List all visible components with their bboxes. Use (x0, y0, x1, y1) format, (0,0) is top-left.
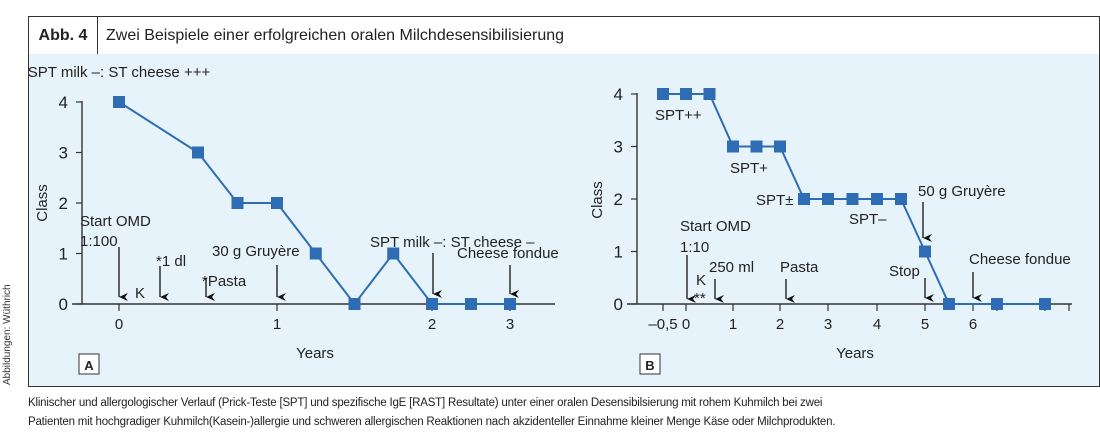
data-point (113, 96, 125, 108)
annotation-label: SPT milk –: ST cheese – (370, 234, 535, 251)
annotation-label: 30 g Gruyère (212, 243, 300, 260)
panel-letter: A (84, 358, 94, 373)
data-point (822, 193, 834, 205)
data-point (895, 193, 907, 205)
y-tick-label: 2 (59, 194, 68, 213)
annotation-label: *1 dl (156, 253, 186, 270)
annotation-label: SPT– (849, 211, 887, 228)
y-tick-label: 4 (614, 85, 623, 104)
panel-letter-box (639, 353, 661, 375)
data-point (657, 88, 669, 100)
data-point (871, 193, 883, 205)
data-point (192, 146, 204, 159)
x-tick-label: 6 (969, 316, 977, 333)
annotation-label: SPT± (756, 192, 793, 209)
data-point (798, 193, 810, 205)
x-tick-label: 1 (273, 316, 281, 333)
y-tick-label: 2 (614, 190, 623, 209)
y-tick-label: 4 (59, 93, 68, 112)
y-tick-label: 1 (59, 245, 68, 264)
y-tick-label: 0 (59, 295, 68, 314)
data-point (504, 298, 516, 310)
annotation-label: *Pasta (202, 273, 247, 290)
series-line (118, 101, 510, 306)
annotation-label: 1:10 (680, 239, 709, 256)
data-point (1039, 298, 1051, 310)
data-point (231, 197, 244, 209)
data-point (703, 88, 716, 100)
annotation-label: SPT++ (655, 107, 702, 124)
annotation-label: 250 ml (709, 259, 754, 276)
x-tick-label: 5 (921, 316, 929, 333)
panel-letter-box (78, 353, 100, 375)
data-point (846, 193, 859, 205)
chart-area-background (29, 54, 1099, 386)
x-tick-label: 2 (428, 316, 436, 333)
annotation-label: K (696, 272, 706, 289)
x-axis-label: Years (296, 345, 334, 362)
data-point (680, 88, 692, 100)
data-point (991, 298, 1003, 310)
data-point (774, 140, 786, 153)
x-tick-label: 3 (824, 316, 832, 333)
annotation-label: ** (694, 290, 706, 307)
data-point (727, 140, 739, 153)
annotation-label: Cheese fondue (457, 245, 559, 262)
y-tick-label: 0 (614, 295, 623, 314)
y-axis-label: Class (589, 181, 606, 219)
panel-a-chart: 0 1 2 3 4 0 1 2 3 Class Years A SPT milk –: ST chees… (28, 64, 559, 375)
x-tick-label: 0 (682, 316, 690, 333)
x-tick-label: 4 (873, 316, 881, 333)
panel-letter: B (645, 358, 654, 373)
annotation-label: SPT milk –: ST cheese +++ (28, 64, 211, 81)
figure-title: Zwei Beispiele einer erfolgreichen orale… (106, 26, 565, 44)
annotation-label: Stop (889, 263, 920, 280)
annotation-label: 50 g Gruyère (918, 183, 1006, 200)
data-point (426, 298, 438, 310)
x-tick-label: 3 (506, 316, 514, 333)
y-tick-label: 3 (614, 138, 623, 157)
x-tick-label: 0 (115, 316, 123, 333)
data-point (943, 298, 955, 310)
figure-label: Abb. 4 (29, 17, 98, 54)
data-point (465, 298, 477, 310)
y-tick-label: 3 (59, 144, 68, 163)
data-point (919, 245, 931, 258)
data-point (271, 197, 283, 209)
data-point (387, 247, 400, 260)
panel-b-chart: 0 1 2 3 4 –0,5 0 1 2 3 4 5 6 Class Years B SPT++ SPT+ SPT±… (589, 85, 1072, 375)
caption-line: Patienten mit hochgradiger Kuhmilch(Kase… (28, 416, 836, 428)
y-axis-label: Class (34, 184, 51, 222)
annotation-label: Cheese fondue (969, 251, 1071, 268)
data-point (309, 247, 322, 260)
x-axis-label: Years (836, 345, 874, 362)
figure-caption: Klinischer und allergologischer Verlauf … (28, 394, 1098, 432)
annotation-label: Start OMD (80, 213, 151, 230)
caption-line: Klinischer und allergologischer Verlauf … (28, 397, 823, 409)
data-point (750, 140, 763, 153)
annotation-label: Pasta (780, 259, 819, 276)
annotation-label: SPT+ (730, 160, 768, 177)
data-point (348, 298, 361, 310)
annotation-label: 1:100 (80, 233, 118, 250)
annotation-label: K (135, 285, 145, 302)
figure-frame: Abb. 4 Zwei Beispiele einer erfolgreiche… (28, 16, 1100, 387)
x-tick-label: 1 (729, 316, 737, 333)
x-tick-label: –0,5 (648, 316, 677, 333)
x-tick-label: 2 (776, 316, 784, 333)
y-tick-label: 1 (614, 243, 623, 262)
annotation-label: Start OMD (680, 218, 751, 235)
